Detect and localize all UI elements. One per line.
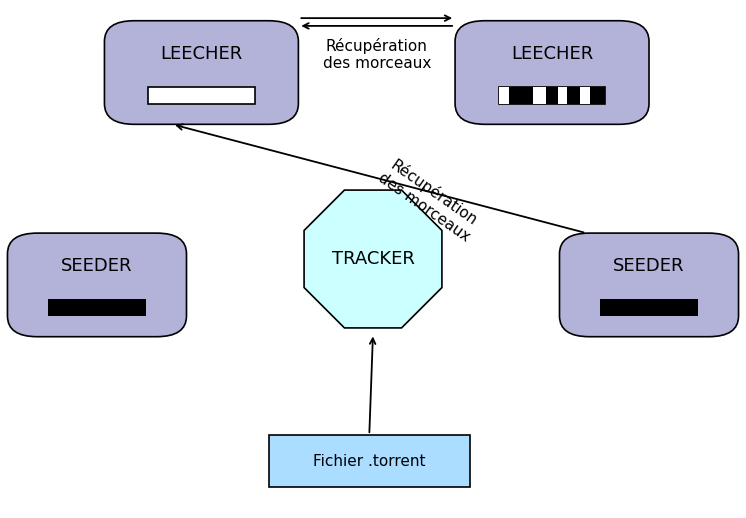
Text: LEECHER: LEECHER	[511, 45, 593, 63]
FancyBboxPatch shape	[545, 87, 559, 104]
FancyBboxPatch shape	[269, 435, 470, 487]
FancyBboxPatch shape	[104, 21, 298, 124]
Text: LEECHER: LEECHER	[160, 45, 242, 63]
FancyBboxPatch shape	[600, 299, 698, 316]
FancyBboxPatch shape	[510, 87, 533, 104]
Text: Récupération
des morceaux: Récupération des morceaux	[322, 38, 431, 71]
FancyBboxPatch shape	[580, 87, 590, 104]
Text: TRACKER: TRACKER	[331, 250, 415, 268]
FancyBboxPatch shape	[498, 87, 606, 104]
Text: Récupération
des morceaux: Récupération des morceaux	[375, 155, 483, 244]
FancyBboxPatch shape	[455, 21, 649, 124]
FancyBboxPatch shape	[498, 87, 510, 104]
FancyBboxPatch shape	[7, 233, 186, 337]
FancyBboxPatch shape	[533, 87, 545, 104]
FancyBboxPatch shape	[590, 87, 605, 104]
Polygon shape	[304, 190, 442, 328]
FancyBboxPatch shape	[560, 233, 739, 337]
Text: SEEDER: SEEDER	[61, 257, 133, 275]
FancyBboxPatch shape	[559, 87, 567, 104]
Text: Fichier .torrent: Fichier .torrent	[313, 454, 425, 468]
FancyBboxPatch shape	[148, 87, 255, 104]
FancyBboxPatch shape	[567, 87, 580, 104]
FancyBboxPatch shape	[48, 299, 146, 316]
Text: SEEDER: SEEDER	[613, 257, 685, 275]
